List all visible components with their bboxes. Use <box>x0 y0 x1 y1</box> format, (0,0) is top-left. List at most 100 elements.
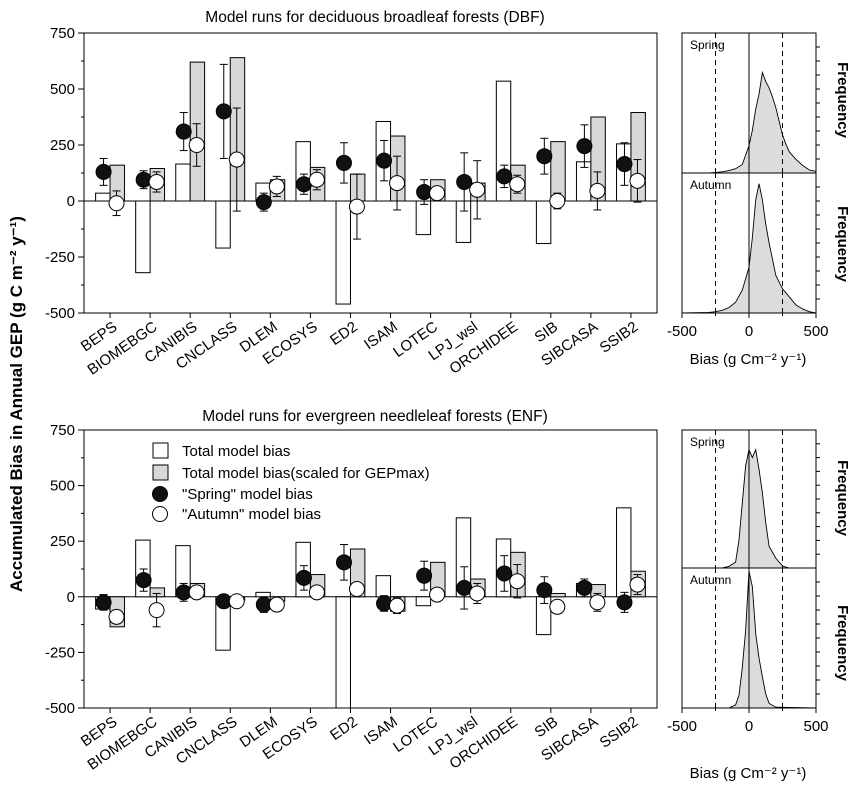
dbf-spring-point <box>496 168 513 185</box>
dbf-autumn-point <box>429 185 446 202</box>
dbf-total-bar <box>95 192 111 202</box>
enf-ytick-label: 750 <box>50 422 75 439</box>
dbf-plot-frame <box>83 32 658 314</box>
enf-scaled-bar <box>149 587 166 598</box>
hist-dbf-autumn: Autumn -500 0 500 <box>667 172 829 340</box>
hist-enf-autumn-xtick-label: -500 <box>667 718 697 735</box>
enf-autumn-point <box>188 584 205 601</box>
enf-spring-point <box>95 594 112 611</box>
enf-autumn-point <box>389 597 406 614</box>
dbf-autumn-point <box>389 175 406 192</box>
enf-total-bar <box>255 591 271 598</box>
hist-ylabel-2: Frequency <box>834 206 848 283</box>
enf-ytick-label: 250 <box>50 533 75 550</box>
dbf-ytick-label: -500 <box>45 305 75 322</box>
dbf-total-bar <box>215 200 231 249</box>
legend-spring-label: "Spring" model bias <box>182 486 313 503</box>
dbf-xtick-label: ED2 <box>327 318 361 349</box>
dbf-scaled-bar <box>390 135 406 202</box>
hist-dbf-autumn-xtick-label: 0 <box>745 323 753 340</box>
dbf-spring-point <box>536 148 553 165</box>
enf-title: Model runs for evergreen needleleaf fore… <box>202 408 547 425</box>
dbf-autumn-point <box>348 198 365 215</box>
dbf-total-bar <box>455 200 472 243</box>
enf-autumn-point <box>509 573 526 590</box>
dbf-spring-point <box>576 138 593 155</box>
enf-total-bar <box>415 596 432 607</box>
hist-dbf-spring-label: Spring <box>690 38 725 52</box>
dbf-scaled-bar <box>349 173 366 202</box>
dbf-total-bar <box>335 200 351 305</box>
dbf-autumn-point <box>228 151 245 168</box>
dbf-spring-point <box>456 173 473 190</box>
dbf-autumn-point <box>108 195 125 212</box>
hist-enf-spring: Spring <box>681 429 820 569</box>
hist-enf-autumn-xtick-label: 500 <box>803 718 828 735</box>
enf-ytick-label: -500 <box>45 700 75 717</box>
hist-dbf-spring-distribution <box>682 70 817 174</box>
enf-autumn-point <box>348 581 365 598</box>
legend-autumn-marker <box>152 506 168 522</box>
enf-autumn-point <box>589 594 606 611</box>
dbf-spring-point <box>376 152 393 169</box>
dbf-scaled-bar <box>550 141 566 202</box>
dbf-ytick-label: 250 <box>50 137 75 154</box>
dbf-ytick-label: 750 <box>50 25 75 42</box>
hist-xlabel-enf: Bias (g Cm⁻² y⁻¹) <box>690 765 807 782</box>
legend-scaled-label: Total model bias(scaled for GEPmax) <box>182 465 430 482</box>
enf-total-bar <box>375 575 392 598</box>
hist-dbf-autumn-xtick-label: -500 <box>667 323 697 340</box>
enf-panel: Model runs for evergreen needleleaf fore… <box>45 408 658 774</box>
enf-xtick-label: ED2 <box>327 713 361 744</box>
legend-scaled-swatch <box>152 464 169 481</box>
dbf-autumn-point <box>589 182 606 199</box>
dbf-spring-point <box>255 194 272 211</box>
legend-total-swatch <box>152 442 169 459</box>
enf-spring-point <box>616 594 633 611</box>
dbf-autumn-point <box>469 181 486 198</box>
hist-dbf-autumn-label: Autumn <box>690 178 731 192</box>
enf-spring-point <box>496 565 513 582</box>
enf-total-bar <box>295 541 311 598</box>
dbf-autumn-point <box>308 171 325 188</box>
dbf-autumn-point <box>268 178 285 195</box>
enf-total-bar <box>535 596 552 636</box>
dbf-autumn-point <box>148 173 165 190</box>
dbf-autumn-point <box>509 176 526 193</box>
enf-autumn-point <box>469 585 486 602</box>
enf-autumn-point <box>108 608 125 625</box>
y-axis-label: Accumulated Bias in Annual GEP (g C m⁻² … <box>7 216 26 592</box>
dbf-total-bar <box>535 200 552 245</box>
dbf-plot: -500-2500250500750BEPSBIOMEBGCCANIBISCNC… <box>45 25 658 379</box>
dbf-xtick-label: SSIB2 <box>597 318 642 356</box>
hist-ylabel-3: Frequency <box>834 460 848 537</box>
dbf-spring-point <box>335 154 352 171</box>
enf-xtick-label: SSIB2 <box>597 713 642 751</box>
dbf-ytick-label: -250 <box>45 249 75 266</box>
dbf-spring-point <box>616 156 633 173</box>
enf-spring-point <box>135 572 152 589</box>
enf-autumn-point <box>308 584 325 601</box>
enf-autumn-point <box>148 602 165 619</box>
legend-autumn-label: "Autumn" model bias <box>182 506 321 523</box>
enf-autumn-point <box>629 576 646 593</box>
dbf-spring-point <box>135 171 152 188</box>
enf-total-bar <box>335 596 351 709</box>
enf-total-bar <box>455 517 472 598</box>
dbf-scaled-bar <box>189 61 206 202</box>
enf-ytick-label: 0 <box>67 589 75 606</box>
hist-dbf-autumn-xtick-label: 500 <box>803 323 828 340</box>
dbf-scaled-bar <box>590 116 606 202</box>
hist-enf-spring-label: Spring <box>690 435 725 449</box>
dbf-autumn-point <box>549 193 566 209</box>
dbf-ytick-label: 0 <box>67 193 75 210</box>
enf-total-bar <box>135 539 151 598</box>
enf-spring-point <box>376 595 393 612</box>
hist-enf-autumn-label: Autumn <box>690 573 731 587</box>
dbf-autumn-point <box>629 172 646 189</box>
legend-spring-marker <box>152 486 168 502</box>
enf-autumn-point <box>268 596 285 613</box>
enf-autumn-point <box>228 593 245 610</box>
dbf-spring-point <box>175 123 192 140</box>
